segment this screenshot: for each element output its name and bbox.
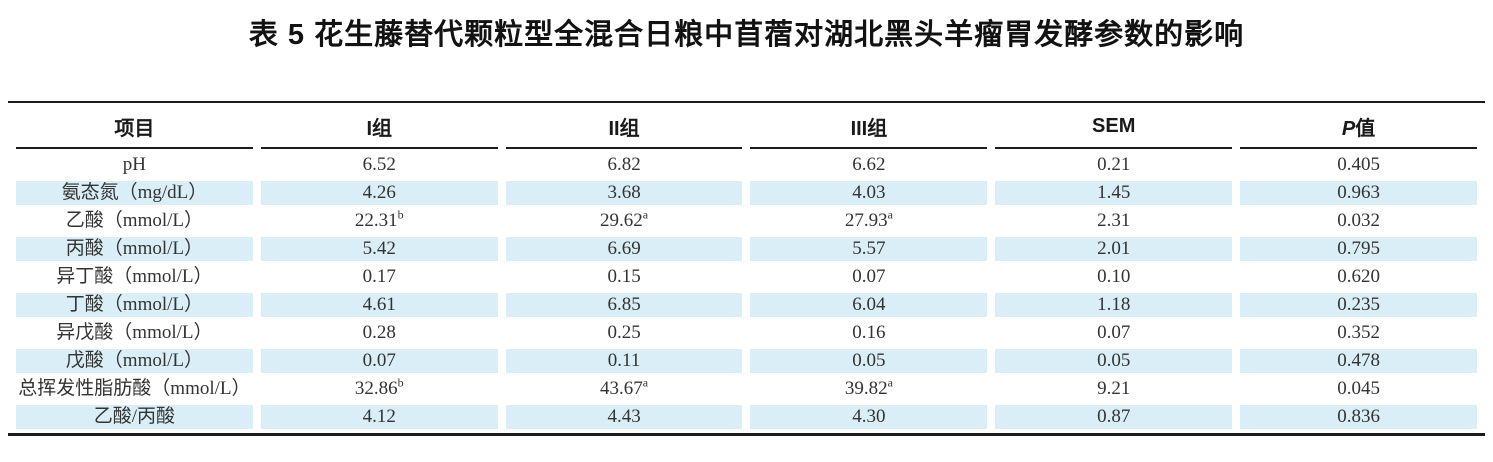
value-cell: 32.86b [354,375,404,399]
value-cell: 0.16 [852,322,886,343]
header-row: 项目 I组 II组 III组 SEM P值 [16,107,1477,149]
value-cell: 0.032 [1337,210,1380,231]
value-cell: 0.15 [607,266,641,287]
value-cell: 4.03 [750,181,988,205]
value-cell: 0.045 [1337,378,1380,399]
row-label: 丁酸（mmol/L） [16,293,253,317]
value-cell: 0.25 [607,322,641,343]
value-cell: 3.68 [505,181,743,205]
value-cell: 6.82 [607,154,641,175]
value-cell: 6.04 [750,293,988,317]
value-cell: 5.57 [750,237,988,261]
value-cell: 29.62a [600,207,649,231]
value-cell: 0.235 [1240,293,1477,317]
col-header-pvalue: P值 [1240,107,1477,149]
table-header: 项目 I组 II组 III组 SEM P值 [16,107,1477,149]
value-cell: 4.12 [260,405,498,429]
value-cell: 0.963 [1240,181,1477,205]
significance-superscript: a [642,375,649,390]
significance-superscript: a [887,207,893,222]
table-row: 氨态氮（mg/dL） 4.26 3.68 4.03 1.45 0.963 [16,181,1477,205]
table-row: 乙酸/丙酸 4.12 4.43 4.30 0.87 0.836 [16,405,1477,429]
value-cell: 0.07 [852,266,886,287]
value-cell: 4.61 [260,293,498,317]
table-row: 总挥发性脂肪酸（mmol/L） 32.86b 43.67a 39.82a 9.21 0.0… [16,377,1477,401]
significance-superscript: a [642,207,649,222]
table-row: 异丁酸（mmol/L） 0.17 0.15 0.07 0.10 0.620 [16,265,1477,289]
value-cell: 4.43 [505,405,743,429]
table-row: 丙酸（mmol/L） 5.42 6.69 5.57 2.01 0.795 [16,237,1477,261]
data-table-container: 项目 I组 II组 III组 SEM P值 pH 6.52 6.82 6.62 0.21… [8,101,1485,436]
value-cell: 4.26 [260,181,498,205]
table-row: 戊酸（mmol/L） 0.07 0.11 0.05 0.05 0.478 [16,349,1477,373]
value-cell: 0.405 [1337,154,1380,175]
row-label: 异丁酸（mmol/L） [56,266,213,287]
value-cell: 0.620 [1337,266,1380,287]
col-header-group2: II组 [505,107,743,149]
significance-superscript: b [397,375,404,390]
value-cell: 0.10 [1097,266,1131,287]
col-header-sem: SEM [995,107,1233,149]
value-cell: 5.42 [260,237,498,261]
row-label: 总挥发性脂肪酸（mmol/L） [18,378,251,399]
value-cell: 9.21 [1097,378,1131,399]
row-label: 乙酸/丙酸 [16,405,253,429]
value-cell: 6.52 [362,154,396,175]
value-cell: 0.07 [1097,322,1131,343]
col-header-group1: I组 [260,107,498,149]
value-cell: 0.478 [1240,349,1477,373]
value-cell: 0.11 [505,349,743,373]
value-cell: 22.31b [354,207,404,231]
col-header-group3: III组 [750,107,988,149]
col-header-item: 项目 [16,107,253,149]
paper-table-page: 表 5 花生藤替代颗粒型全混合日粮中苜蓿对湖北黑头羊瘤胃发酵参数的影响 项目 I… [0,16,1493,436]
table-title: 表 5 花生藤替代颗粒型全混合日粮中苜蓿对湖北黑头羊瘤胃发酵参数的影响 [248,19,1245,51]
p-value-suffix: 值 [1355,117,1376,140]
value-cell: 2.31 [1097,210,1131,231]
value-cell: 43.67a [600,375,649,399]
table-row: 丁酸（mmol/L） 4.61 6.85 6.04 1.18 0.235 [16,293,1477,317]
value-cell: 0.795 [1240,237,1477,261]
value-cell: 6.69 [505,237,743,261]
fermentation-parameters-table: 项目 I组 II组 III组 SEM P值 pH 6.52 6.82 6.62 0.21… [8,103,1485,433]
table-row: 异戊酸（mmol/L） 0.28 0.25 0.16 0.07 0.352 [16,321,1477,345]
value-cell: 0.21 [1097,154,1131,175]
significance-superscript: b [397,207,404,222]
row-label: 戊酸（mmol/L） [16,349,253,373]
value-cell: 0.05 [750,349,988,373]
table-row: 乙酸（mmol/L） 22.31b 29.62a 27.93a 2.31 0.032 [16,209,1477,233]
value-cell: 0.05 [995,349,1233,373]
row-label: 异戊酸（mmol/L） [56,322,213,343]
value-cell: 0.352 [1337,322,1380,343]
significance-superscript: a [887,375,893,390]
value-cell: 0.28 [362,322,396,343]
value-cell: 1.18 [995,293,1233,317]
value-cell: 6.85 [505,293,743,317]
p-italic-letter: P [1341,117,1356,140]
row-label: pH [122,154,147,175]
row-label: 乙酸（mmol/L） [65,210,204,231]
value-cell: 0.17 [362,266,396,287]
value-cell: 39.82a [844,375,893,399]
value-cell: 6.62 [852,154,886,175]
value-cell: 0.87 [995,405,1233,429]
value-cell: 27.93a [844,207,893,231]
row-label: 氨态氮（mg/dL） [16,181,253,205]
value-cell: 4.30 [750,405,988,429]
table-body: pH 6.52 6.82 6.62 0.21 0.405 氨态氮（mg/dL） 4.26 3.6… [16,153,1477,429]
row-label: 丙酸（mmol/L） [16,237,253,261]
value-cell: 1.45 [995,181,1233,205]
table-row: pH 6.52 6.82 6.62 0.21 0.405 [16,153,1477,177]
value-cell: 0.836 [1240,405,1477,429]
value-cell: 2.01 [995,237,1233,261]
value-cell: 0.07 [260,349,498,373]
